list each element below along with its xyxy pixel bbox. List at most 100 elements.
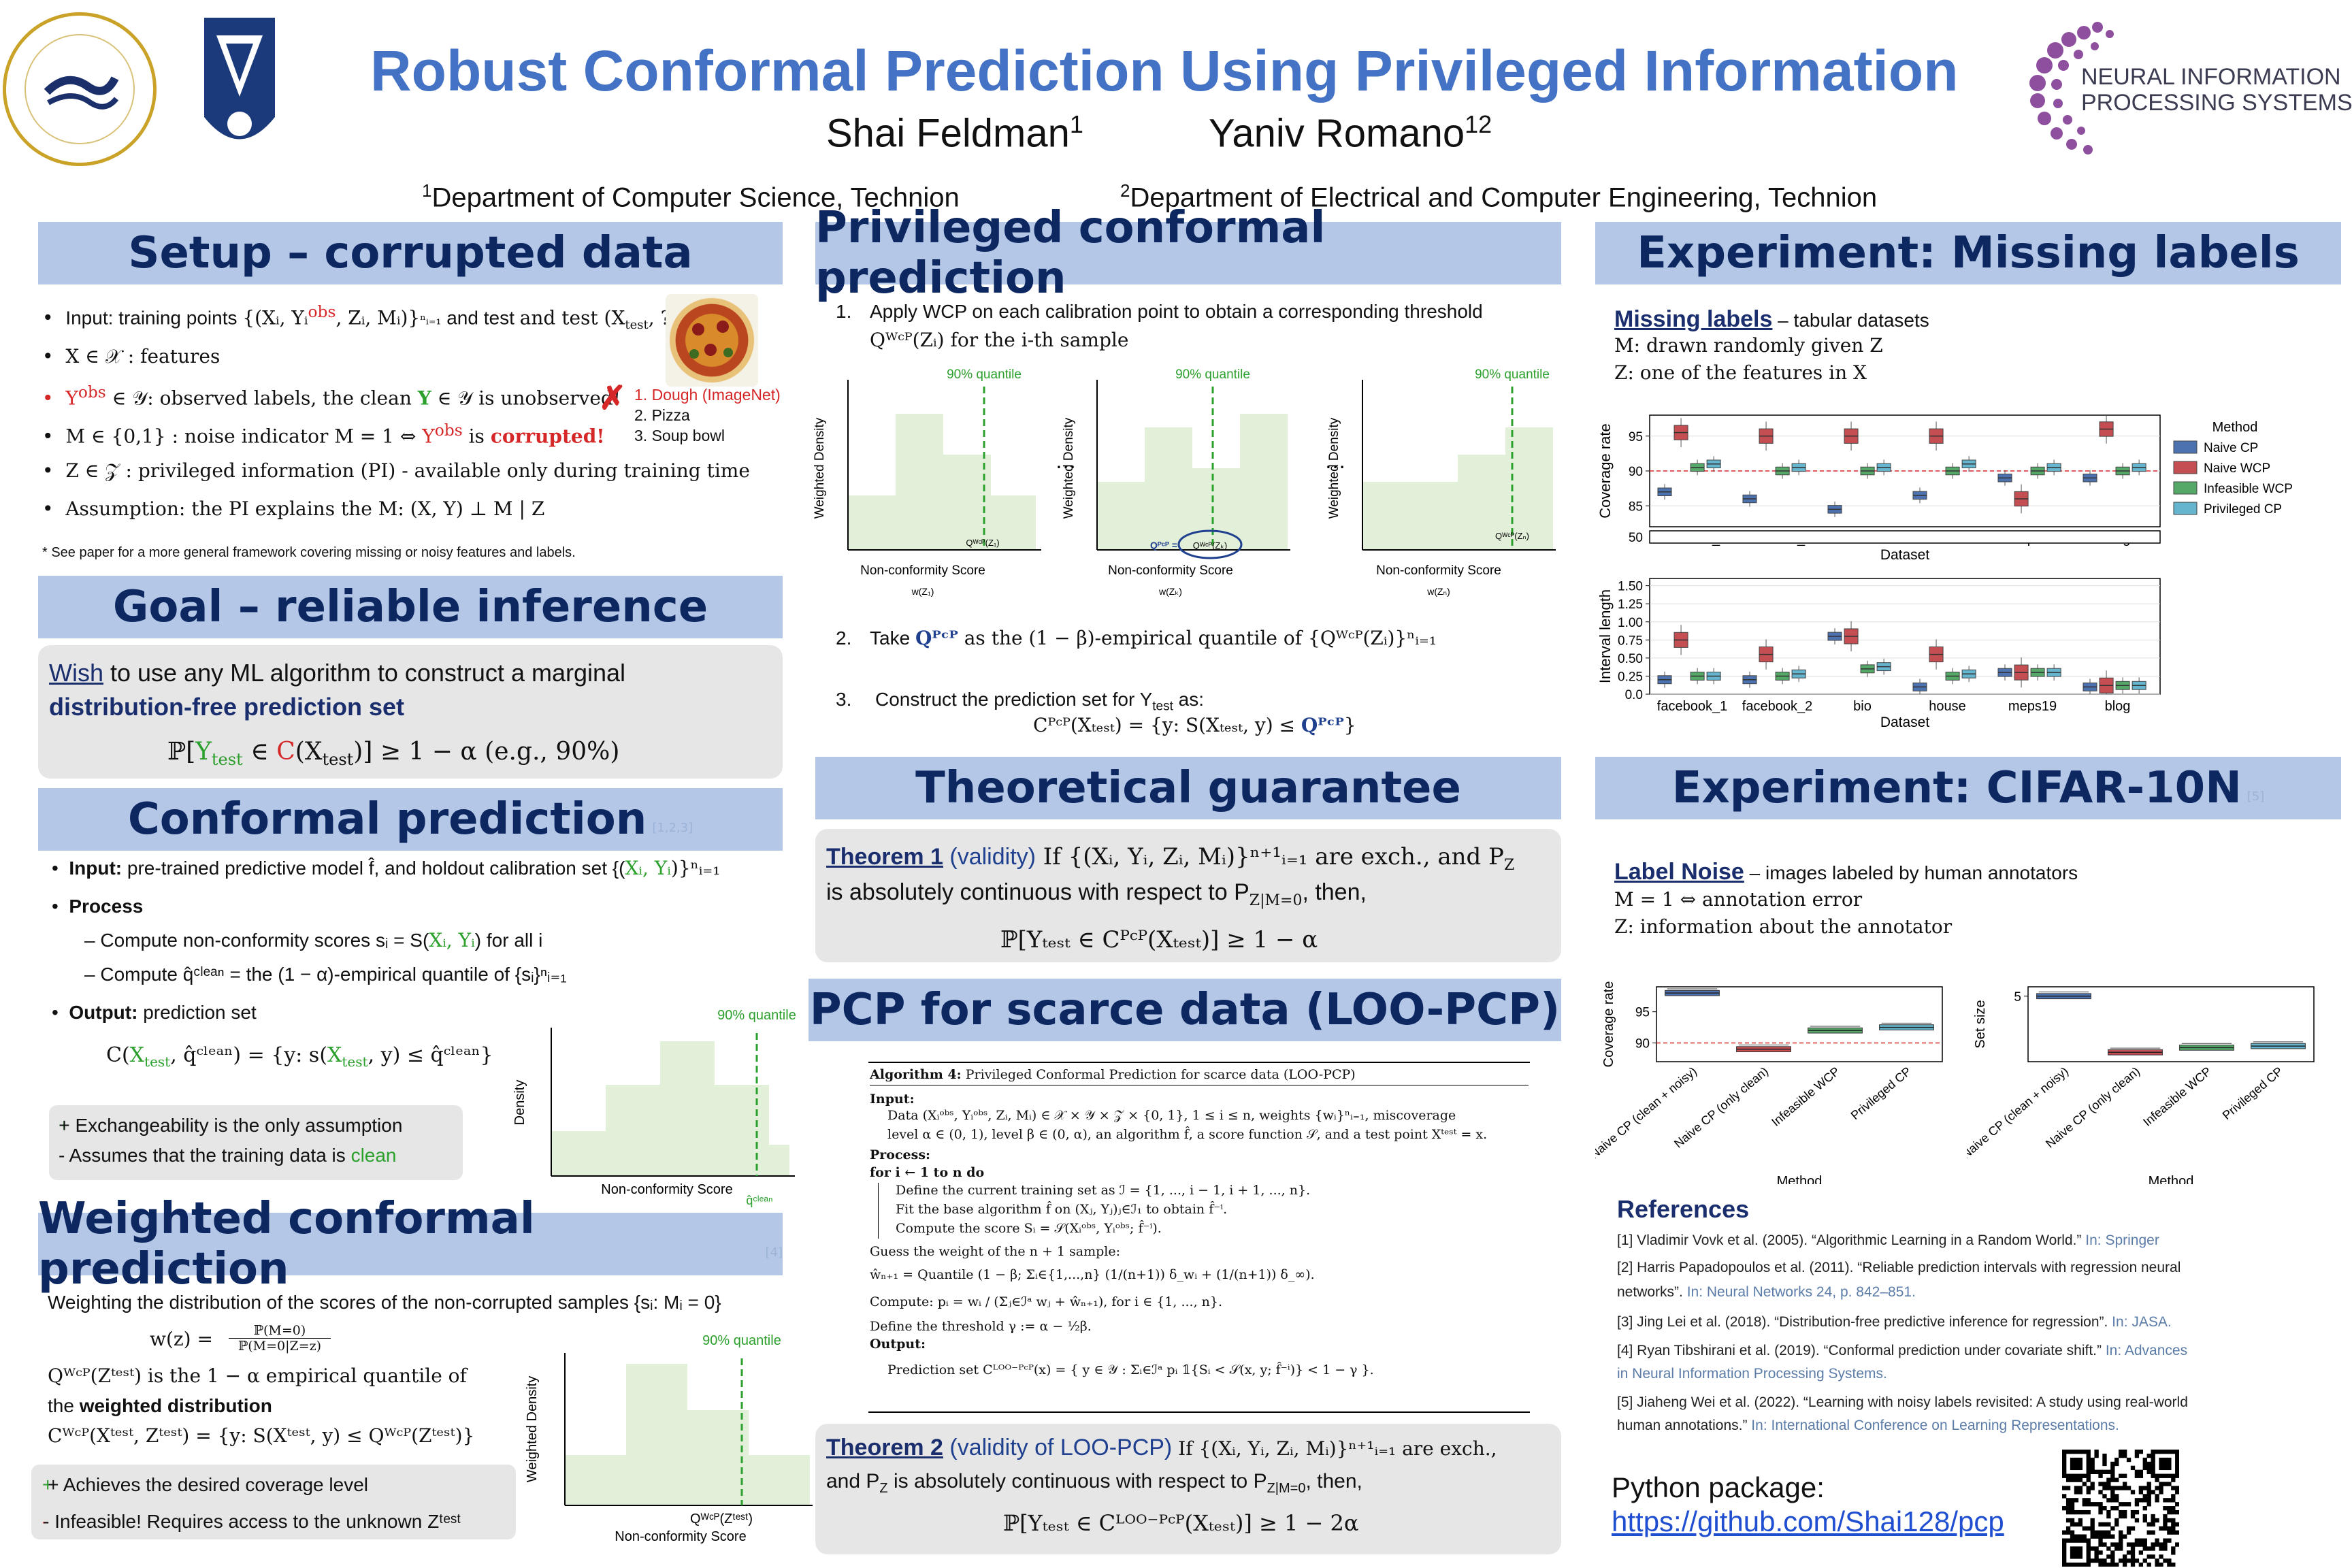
x-axis-label: Method bbox=[1777, 1174, 1823, 1184]
missing-label-line: Missing labels – tabular datasets bbox=[1614, 306, 1929, 332]
qr-module bbox=[2142, 1461, 2147, 1467]
x-tick-label: blog bbox=[2105, 699, 2131, 714]
pcp-step-1-b: Qᵂᶜᴾ(Zᵢ) for the i-th sample bbox=[870, 329, 1129, 351]
pcp-hist-3-q: Qᵂᶜᴾ(Zₙ) bbox=[1495, 531, 1529, 541]
github-link[interactable]: https://github.com/Shai128/pcp bbox=[1612, 1505, 2004, 1537]
qr-module bbox=[2098, 1502, 2103, 1507]
qr-module bbox=[2062, 1461, 2067, 1467]
theory-formula: ℙ[Yₜₑₛₜ ∈ Cᴾᶜᴾ(Xₜₑₛₜ)] ≥ 1 − α bbox=[1000, 926, 1318, 953]
qr-module bbox=[2171, 1518, 2176, 1523]
qr-module bbox=[2130, 1509, 2136, 1515]
qr-module bbox=[2078, 1554, 2083, 1559]
theory-line-2: is absolutely continuous with respect to… bbox=[826, 879, 1367, 909]
qr-module bbox=[2138, 1550, 2144, 1555]
qr-module bbox=[2074, 1509, 2079, 1515]
algo-output: Output: bbox=[870, 1337, 926, 1352]
qr-module bbox=[2114, 1506, 2119, 1511]
theorem2-formula: ℙ[Yₜₑₛₜ ∈ Cᴸᴼᴼ⁻ᴾᶜᴾ(Xₜₑₛₜ)] ≥ 1 − 2α bbox=[1003, 1510, 1359, 1536]
qr-module bbox=[2119, 1538, 2123, 1543]
qr-module bbox=[2086, 1473, 2091, 1478]
qr-module bbox=[2098, 1490, 2103, 1494]
qr-module bbox=[2102, 1558, 2107, 1563]
qr-module bbox=[2134, 1542, 2140, 1547]
qr-module bbox=[2086, 1465, 2091, 1471]
pcp-hist-2-q: Qᵂᶜᴾ(Zₖ) bbox=[1193, 540, 1227, 551]
goal-formula: ℙ[Ytest ∈ C(Xtest)] ≥ 1 − α (e.g., 90%) bbox=[167, 738, 620, 770]
qr-module bbox=[2167, 1465, 2172, 1471]
qr-module bbox=[2138, 1450, 2144, 1454]
qr-module bbox=[2155, 1477, 2159, 1482]
qr-module bbox=[2070, 1498, 2075, 1503]
qr-module bbox=[2074, 1522, 2079, 1527]
qr-module bbox=[2134, 1518, 2140, 1523]
legend-label: Naive WCP bbox=[2204, 461, 2270, 476]
qr-module bbox=[2171, 1486, 2176, 1490]
qr-module bbox=[2094, 1534, 2099, 1539]
qr-module bbox=[2065, 1530, 2071, 1535]
qr-module bbox=[2086, 1558, 2091, 1563]
qr-module bbox=[2119, 1502, 2123, 1507]
qr-module bbox=[2070, 1450, 2075, 1454]
qr-module bbox=[2098, 1506, 2103, 1511]
qr-module bbox=[2114, 1563, 2119, 1567]
qr-module bbox=[2102, 1530, 2107, 1535]
qr-module bbox=[2065, 1506, 2071, 1511]
qr-module bbox=[2062, 1542, 2067, 1547]
conformal-formula: C(Xtest, q̂ᶜˡᵉᵃⁿ) = {y: s(Xtest, y) ≤ q̂… bbox=[106, 1043, 493, 1070]
qr-module bbox=[2074, 1477, 2079, 1482]
qr-module bbox=[2106, 1486, 2111, 1490]
qr-module bbox=[2119, 1450, 2123, 1454]
qr-module bbox=[2074, 1473, 2079, 1478]
qr-module bbox=[2130, 1542, 2136, 1547]
pcp-hist-1-xlabel: Non-conformity Score bbox=[860, 564, 985, 578]
qr-module bbox=[2070, 1534, 2075, 1539]
qr-module bbox=[2167, 1526, 2172, 1531]
qr-module bbox=[2065, 1486, 2071, 1490]
missing-header: Experiment: Missing labels bbox=[1595, 222, 2341, 284]
qr-module bbox=[2167, 1498, 2172, 1503]
pizza-image bbox=[666, 294, 758, 387]
qr-module bbox=[2065, 1473, 2071, 1478]
qr-module bbox=[2070, 1518, 2075, 1523]
qr-module bbox=[2171, 1509, 2176, 1515]
qr-module bbox=[2167, 1538, 2172, 1543]
qr-module bbox=[2098, 1482, 2103, 1486]
qr-module bbox=[2163, 1473, 2168, 1478]
qr-module bbox=[2142, 1538, 2147, 1543]
qr-module bbox=[2062, 1563, 2067, 1567]
x-tick-label: Infeasible WCP bbox=[2140, 1064, 2214, 1129]
qr-module bbox=[2175, 1509, 2179, 1515]
qr-module bbox=[2110, 1461, 2115, 1467]
qr-module bbox=[2175, 1457, 2179, 1463]
qr-module bbox=[2110, 1554, 2115, 1559]
weighted-hist-quantile-label: 90% quantile bbox=[702, 1333, 781, 1348]
qr-module bbox=[2159, 1546, 2163, 1551]
qr-module bbox=[2134, 1509, 2140, 1515]
weighted-plus: + + Achieves the desired coverage level bbox=[42, 1474, 368, 1495]
qr-module bbox=[2086, 1554, 2091, 1559]
setup-bullet-features: • X ∈ 𝒳 : features bbox=[42, 345, 220, 368]
qr-module bbox=[2102, 1453, 2107, 1458]
qr-module bbox=[2065, 1563, 2071, 1567]
y-tick-label: 1.25 bbox=[1618, 598, 1643, 612]
qr-module bbox=[2082, 1450, 2087, 1454]
weighted-set-formula: Cᵂᶜᴾ(Xᵗᵉˢᵗ, Zᵗᵉˢᵗ) = {y: S(Xᵗᵉˢᵗ, y) ≤ Q… bbox=[48, 1424, 475, 1447]
qr-module bbox=[2155, 1538, 2159, 1543]
qr-module bbox=[2175, 1542, 2179, 1547]
qr-module bbox=[2098, 1538, 2103, 1543]
cifar-header: Experiment: CIFAR-10N [5] bbox=[1595, 757, 2341, 819]
technion-logo bbox=[201, 15, 278, 162]
qr-module bbox=[2090, 1518, 2095, 1523]
pcp-hist-3-ylabel: Weighted Density bbox=[1327, 417, 1341, 519]
qr-module bbox=[2175, 1530, 2179, 1535]
qr-module bbox=[2159, 1465, 2163, 1471]
pcp-step-2: Take Qᴾᶜᴾ as the (1 − β)-empirical quant… bbox=[870, 627, 1437, 649]
qr-module bbox=[2163, 1518, 2168, 1523]
weighted-intro: Weighting the distribution of the scores… bbox=[48, 1292, 721, 1313]
qr-module bbox=[2078, 1518, 2083, 1523]
pizza-label-2: 2. Pizza bbox=[634, 406, 690, 424]
qr-module bbox=[2086, 1486, 2091, 1490]
qr-module bbox=[2151, 1554, 2155, 1559]
qr-module bbox=[2078, 1486, 2083, 1490]
conformal-process: • Process bbox=[52, 896, 144, 917]
